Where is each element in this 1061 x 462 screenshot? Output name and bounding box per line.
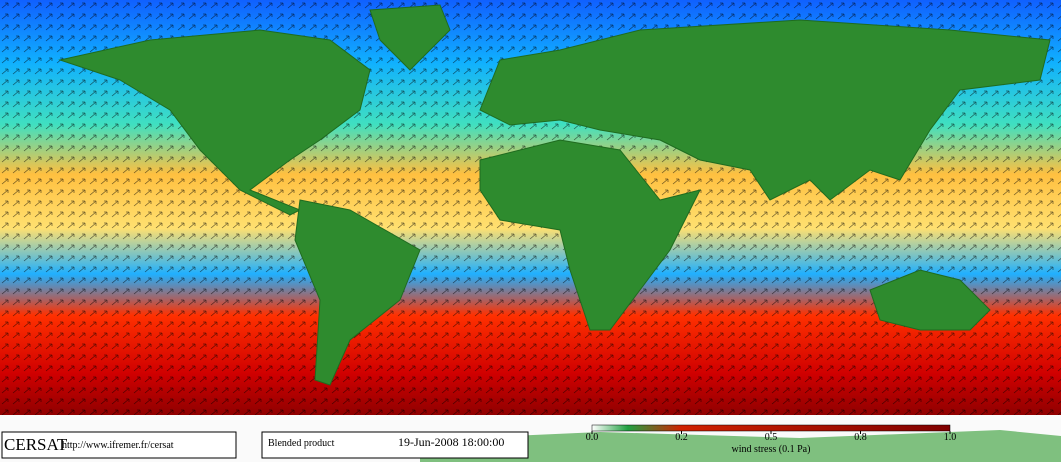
colorbar-tick-label: 1.0: [944, 432, 957, 443]
land: [0, 4, 1061, 462]
colorbar-tick-label: 0.8: [854, 432, 867, 443]
logo: CERSAT: [4, 435, 68, 454]
colorbar-tick-label: 0.5: [765, 432, 778, 443]
product-box: [261, 431, 529, 459]
datetime: 19-Jun-2008 18:00:00: [398, 435, 504, 449]
colorbar-label: wind stress (0.1 Pa): [732, 444, 811, 455]
product: Blended product: [268, 438, 335, 449]
colorbar: [591, 424, 951, 432]
colorbar-tick-label: 0.2: [675, 432, 688, 443]
logo-box: [1, 431, 237, 459]
colorbar-tick-label: 0.0: [586, 432, 599, 443]
url[interactable]: http://www.ifremer.fr/cersat: [62, 440, 174, 451]
